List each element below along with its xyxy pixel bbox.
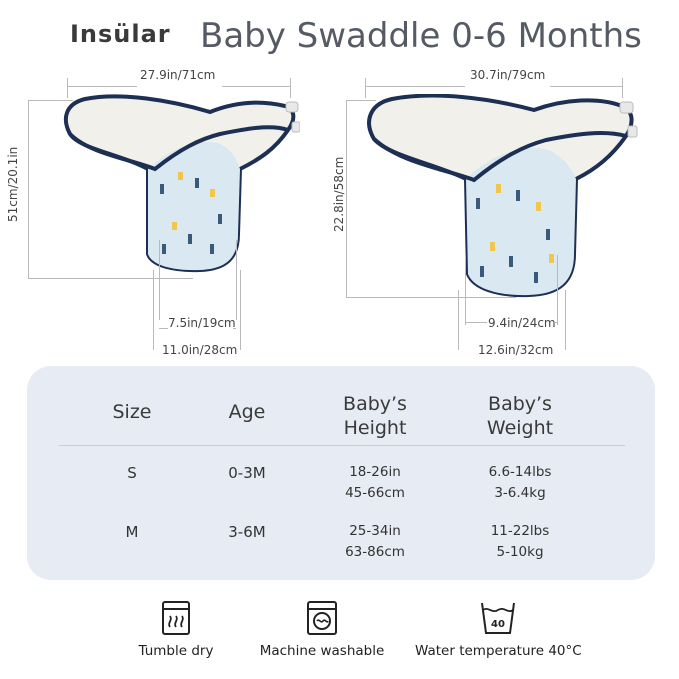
row-m-age: 3-6M <box>228 523 266 541</box>
care-item-water-temperature: 40 Water temperature 40°C <box>415 601 582 659</box>
small-swaddle-image <box>63 94 300 273</box>
machine-washable-icon <box>307 601 337 635</box>
row-s-size: S <box>127 464 137 482</box>
size-chart-panel <box>27 366 655 580</box>
medium-width-label: 30.7in/79cm <box>470 68 546 82</box>
table-divider <box>59 445 625 446</box>
water-temperature-icon: 40 <box>481 602 515 634</box>
small-width-label: 27.9in/71cm <box>140 68 216 82</box>
row-m-height: 25-34in 63-86cm <box>345 523 405 560</box>
medium-bottom-width-label: 12.6in/32cm <box>478 343 554 357</box>
row-m-weight: 11-22lbs 5-10kg <box>490 523 550 560</box>
small-bottom-width-label: 11.0in/28cm <box>162 343 238 357</box>
care-item-tumble-dry: Tumble dry <box>126 601 226 659</box>
small-inner-width-label: 7.5in/19cm <box>168 316 236 330</box>
medium-swaddle-image <box>367 94 638 298</box>
care-item-machine-washable: Machine washable <box>258 601 386 659</box>
row-s-weight: 6.6-14lbs 3-6.4kg <box>488 464 552 501</box>
row-s-height: 18-26in 45-66cm <box>345 464 405 501</box>
small-height-label: 51cm/20.1in <box>6 146 20 222</box>
row-m-size: M <box>125 523 139 541</box>
header-size: Size <box>112 401 152 423</box>
header-age: Age <box>228 401 266 423</box>
header-weight: Baby’s Weight <box>486 393 554 439</box>
water-temperature-value: 40 <box>491 619 505 630</box>
care-label-machine-washable: Machine washable <box>259 643 385 659</box>
header-height: Baby’s Height <box>343 393 407 439</box>
page-title: Baby Swaddle 0-6 Months <box>200 16 642 56</box>
care-label-tumble-dry: Tumble dry <box>138 643 214 659</box>
medium-height-label: 22.8in/58cm <box>332 156 346 232</box>
tumble-dry-icon <box>162 601 190 635</box>
brand-logo: Insülar <box>70 20 171 48</box>
row-s-age: 0-3M <box>228 464 266 482</box>
medium-inner-width-label: 9.4in/24cm <box>488 316 556 330</box>
care-label-water-temperature: Water temperature 40°C <box>415 643 582 659</box>
